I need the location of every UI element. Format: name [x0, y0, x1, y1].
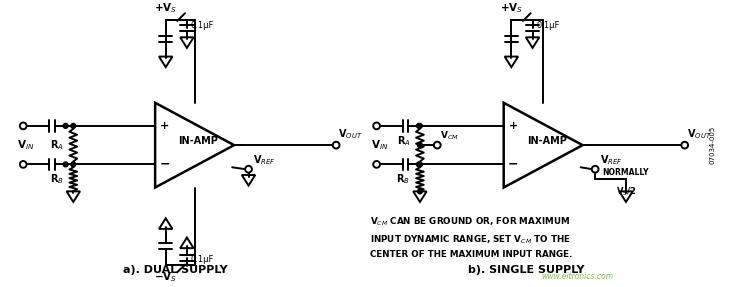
Text: R$_A$: R$_A$ — [50, 138, 64, 152]
Circle shape — [373, 161, 380, 168]
Text: V$_{OUT}$: V$_{OUT}$ — [338, 127, 362, 141]
Circle shape — [63, 162, 68, 167]
Text: a). DUAL SUPPLY: a). DUAL SUPPLY — [123, 265, 228, 275]
Text: R$_B$: R$_B$ — [50, 172, 64, 186]
Text: V$_{IN}$: V$_{IN}$ — [371, 138, 388, 152]
Circle shape — [681, 142, 688, 148]
Text: −V$_S$: −V$_S$ — [154, 270, 177, 284]
Text: V$_{OUT}$: V$_{OUT}$ — [687, 127, 712, 141]
Text: 07034-005: 07034-005 — [709, 126, 716, 164]
Text: IN-AMP: IN-AMP — [179, 136, 218, 146]
Circle shape — [245, 166, 252, 172]
Text: +: + — [160, 121, 169, 131]
Text: −: − — [508, 158, 518, 171]
Text: +: + — [509, 121, 518, 131]
Text: IN-AMP: IN-AMP — [527, 136, 567, 146]
Text: V$_{CM}$ CAN BE GROUND OR, FOR MAXIMUM
INPUT DYNAMIC RANGE, SET V$_{CM}$ TO THE
: V$_{CM}$ CAN BE GROUND OR, FOR MAXIMUM I… — [370, 216, 572, 259]
Text: b). SINGLE SUPPLY: b). SINGLE SUPPLY — [468, 265, 584, 275]
Circle shape — [417, 162, 422, 167]
Text: R$_A$: R$_A$ — [397, 134, 411, 148]
Text: NORMALLY: NORMALLY — [602, 168, 649, 177]
Circle shape — [417, 143, 422, 148]
Circle shape — [373, 123, 380, 129]
Text: +V$_S$: +V$_S$ — [500, 1, 523, 15]
Circle shape — [417, 189, 422, 194]
Circle shape — [417, 123, 422, 128]
Text: V$_{REF}$: V$_{REF}$ — [253, 154, 276, 167]
Circle shape — [63, 123, 68, 128]
Text: R$_B$: R$_B$ — [397, 172, 411, 186]
Circle shape — [434, 142, 441, 148]
Circle shape — [333, 142, 340, 148]
Circle shape — [417, 162, 422, 167]
Circle shape — [591, 166, 599, 172]
Text: +V$_S$: +V$_S$ — [154, 1, 177, 15]
Text: www.eitronics.com: www.eitronics.com — [541, 272, 613, 281]
Circle shape — [71, 123, 75, 128]
Text: 0.1μF: 0.1μF — [191, 255, 214, 264]
Circle shape — [20, 123, 26, 129]
Text: V$_{IN}$: V$_{IN}$ — [18, 138, 35, 152]
Circle shape — [20, 161, 26, 168]
Text: V$_{REF}$: V$_{REF}$ — [600, 154, 623, 167]
Text: V$_S$/2: V$_S$/2 — [616, 186, 636, 198]
Circle shape — [71, 162, 75, 167]
Text: 0.1μF: 0.1μF — [191, 21, 214, 30]
Text: 0.1μF: 0.1μF — [537, 21, 560, 30]
Text: −: − — [160, 158, 170, 171]
Circle shape — [417, 123, 422, 128]
Text: V$_{CM}$: V$_{CM}$ — [440, 130, 459, 142]
